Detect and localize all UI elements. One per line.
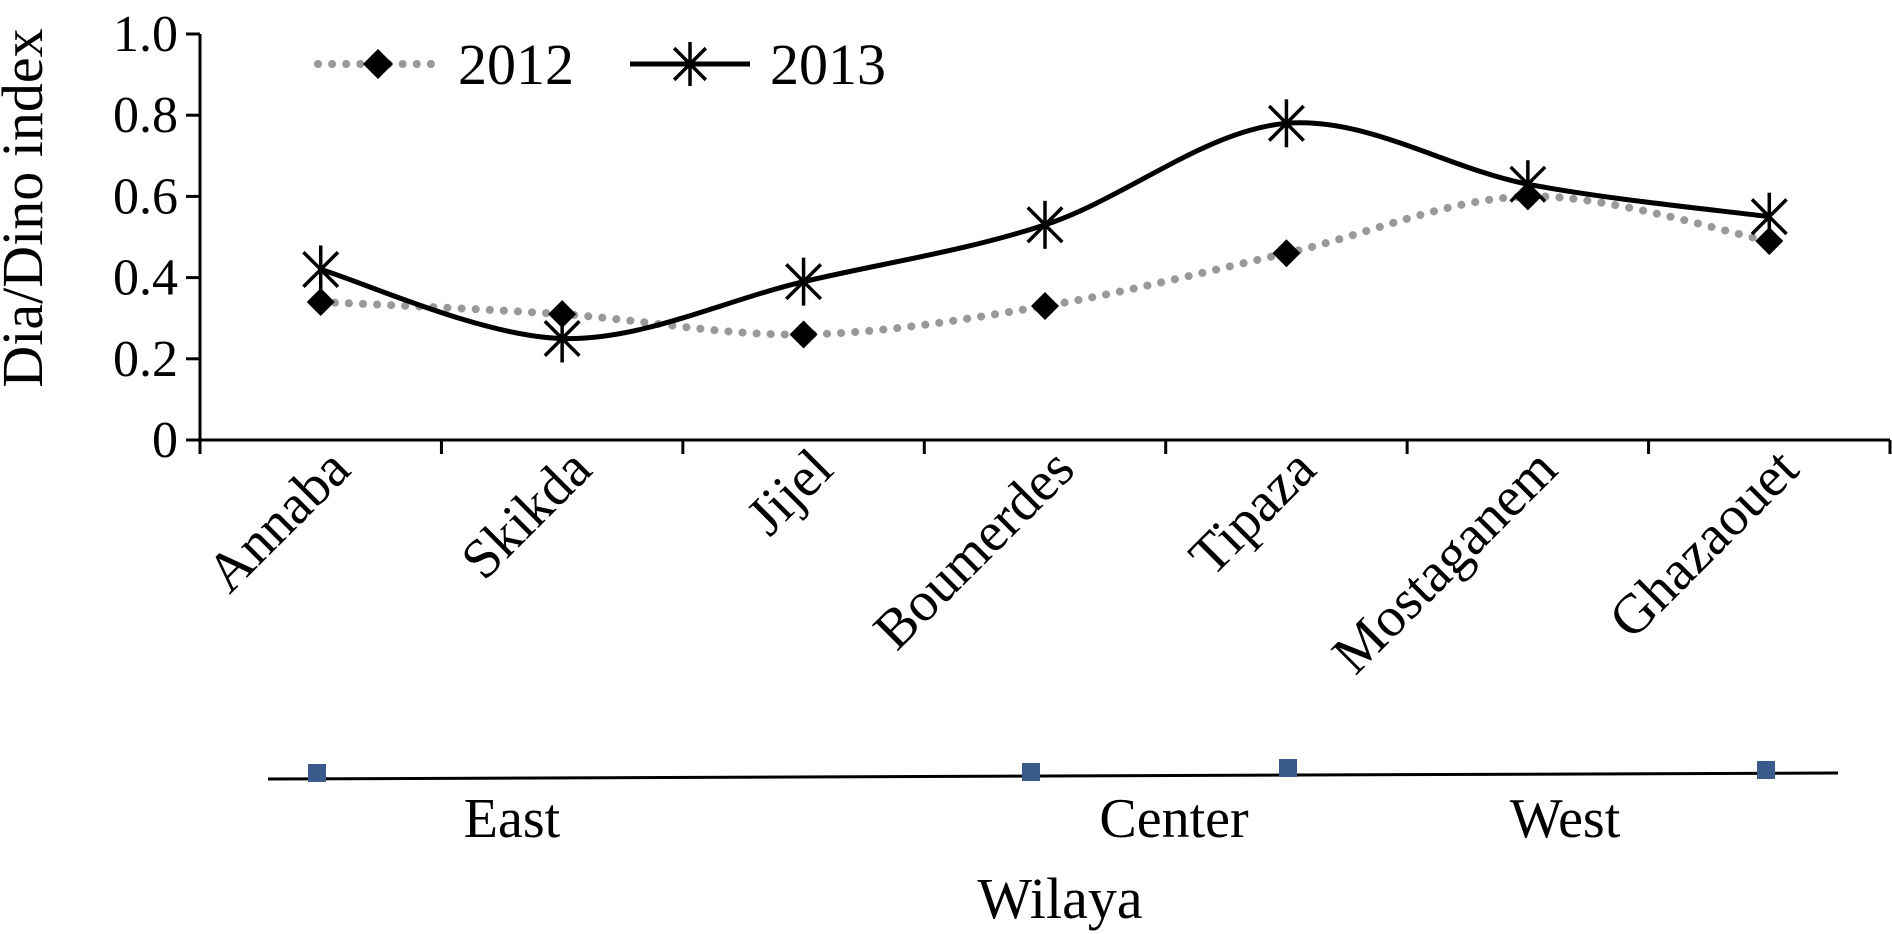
x-tick-label: Skikda [449,437,603,591]
y-tick-label: 0.4 [113,250,178,307]
point-2012 [306,287,335,316]
x-axis: Annaba Skikda Jijel Boumerdes TipazaMostagan… [195,437,1892,686]
region-axis-line [267,771,1839,781]
y-tick-label: 0.6 [113,168,178,225]
legend-item-2012: 2012 [314,32,574,97]
point-2013 [1750,192,1788,241]
legend-label: 2012 [458,32,574,97]
point-2013 [1026,200,1064,249]
point-2013 [302,245,340,294]
region-divider-marker [1022,763,1040,781]
region-label-center: Center [1099,788,1249,850]
region-divider-marker [1757,761,1775,779]
region-label-east: East [464,788,561,850]
y-axis-title: Dia/Dino index [0,28,55,387]
legend: 2012 2013 [314,32,886,97]
y-tick-label: 0 [152,412,178,469]
point-2013 [1509,160,1547,209]
series-2013 [302,99,1788,363]
x-tick-label: Tipaza [1177,437,1327,587]
point-2012 [1031,292,1059,321]
y-tick-label: 0.8 [113,87,178,144]
point-2013 [785,257,823,306]
region-divider-marker [308,764,326,782]
legend-label: 2013 [770,32,886,97]
legend-marker [672,42,708,86]
point-2013 [1267,99,1305,148]
x-tick-label: Annaba [195,437,362,604]
point-2013 [543,314,581,363]
point-2012 [789,320,818,349]
point-2012 [1755,227,1784,256]
x-axis-title: Wilaya [977,866,1142,931]
series-layer [302,99,1788,363]
y-tick-label: 1.0 [113,6,178,63]
x-tick-label: Mostaganem [1321,437,1569,685]
region-label-west: West [1510,788,1621,850]
legend-item-2013: 2013 [630,32,886,97]
point-2012 [548,300,577,329]
x-tick-label: Boumerdes [862,437,1086,661]
x-tick-label: Ghazaouet [1597,437,1810,650]
point-2012 [1272,239,1301,268]
x-tick-label: Jijel [735,437,845,547]
region-axis: East Center West [267,759,1839,850]
region-divider-marker [1279,759,1297,777]
y-axis: 0 0.2 0.4 0.6 0.8 1.0 [113,6,202,469]
legend-marker [363,49,393,79]
y-tick-label: 0.2 [113,331,178,388]
